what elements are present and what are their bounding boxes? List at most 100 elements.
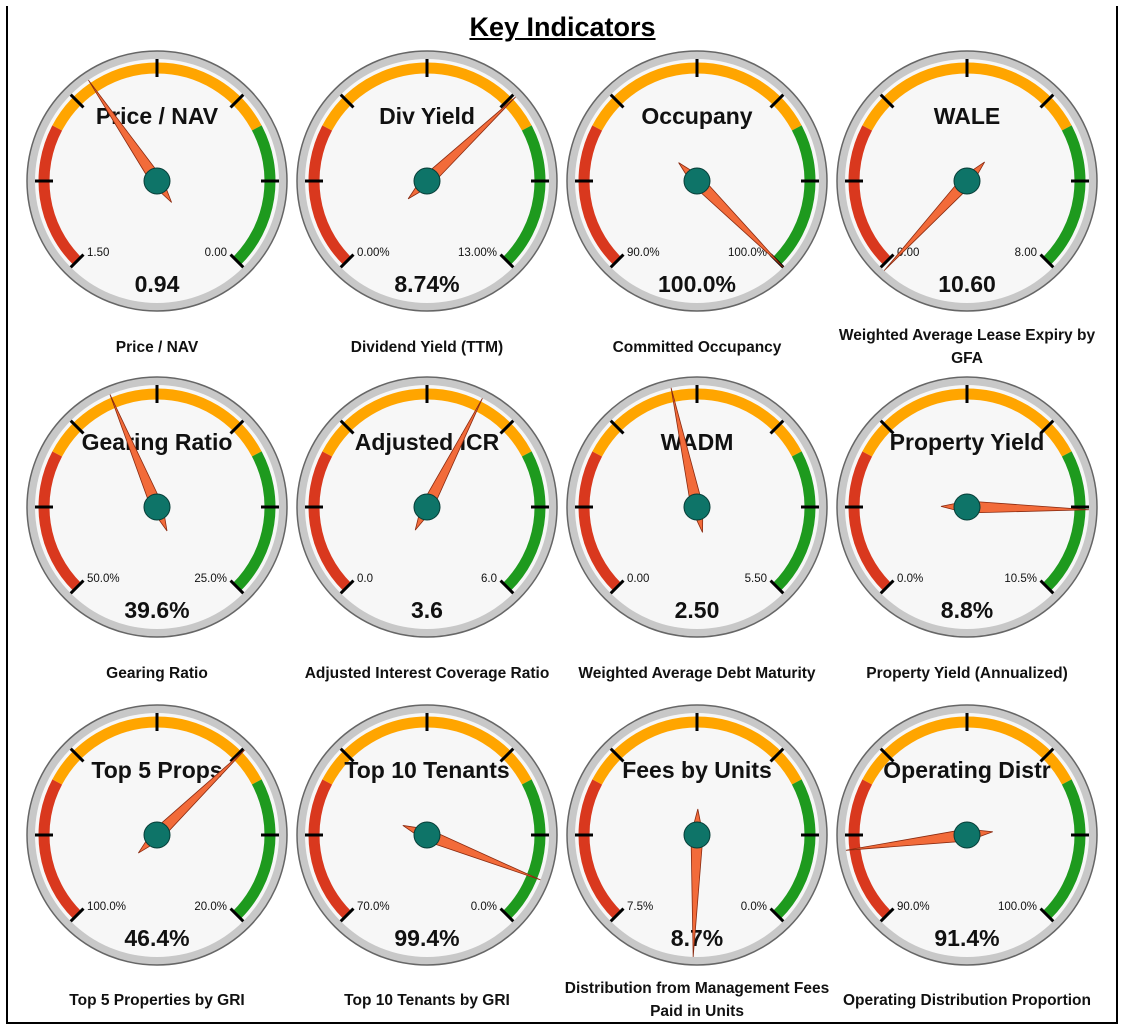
gauge-tick [879,93,895,109]
band-red [38,779,82,919]
gauge-tick [69,579,85,595]
gauge-tick [1039,419,1055,435]
gauge-min-label: 90.0% [897,901,930,913]
gauge-tick [69,419,85,435]
gauge-min-label: 0.00 [627,573,649,585]
gauge-value: 8.8% [941,597,993,623]
gauge-min-label: 90.0% [627,247,660,259]
gauge-value: 0.94 [135,271,180,297]
band-red [308,451,352,591]
band-red [578,125,622,265]
band-green [1042,125,1086,265]
gauge-tick [229,747,245,763]
gauge-tick [609,419,625,435]
gauge-max-label: 6.0 [481,573,497,585]
needle-hub [413,821,441,849]
gauge-caption: Operating Distribution Proportion [843,992,1091,1009]
gauge-tick [339,253,355,269]
gauge-tick [879,419,895,435]
gauge-tick [499,747,515,763]
gauge-tick [339,747,355,763]
band-green [502,779,546,919]
gauge-tick [609,253,625,269]
gauge-tick [229,253,245,269]
gauge-value: 8.7% [671,925,723,951]
band-green [1042,451,1086,591]
gauge-value: 3.6 [411,597,443,623]
gauge-value: 99.4% [394,925,459,951]
needle-hub [143,821,171,849]
needle-hub [683,167,711,195]
gauge-caption: Weighted Average Lease Expiry by GFA [838,327,1096,367]
gauge-tick [1039,253,1055,269]
band-red [848,125,892,265]
gauge-title: WADM [661,429,734,455]
gauge-tick [339,579,355,595]
gauge-title: Operating Distr [883,757,1050,783]
band-green [502,125,546,265]
gauge-tick [339,419,355,435]
gauge-tick [339,93,355,109]
needle-hub [413,167,441,195]
frame [6,6,1118,1024]
gauge-tick [879,253,895,269]
gauge-tick [1039,579,1055,595]
gauge-value: 46.4% [124,925,189,951]
gauge-title: Occupany [641,103,752,129]
needle-hub [953,493,981,521]
gauge-tick [769,747,785,763]
gauge-max-label: 10.5% [1004,573,1037,585]
gauge-min-label: 0.0 [357,573,373,585]
gauge-max-label: 0.0% [741,901,767,913]
gauge-value: 8.74% [394,271,459,297]
gauge-caption: Top 10 Tenants by GRI [344,992,510,1009]
gauge-tick [499,907,515,923]
gauge-tick [229,93,245,109]
gauge-value: 10.60 [938,271,996,297]
needle-hub [683,821,711,849]
gauge-title: Top 10 Tenants [344,757,509,783]
gauge-max-label: 100.0% [998,901,1037,913]
gauge-title: Fees by Units [622,757,772,783]
needle-hub [953,167,981,195]
gauge-max-label: 100.0% [728,247,767,259]
gauge-tick [769,93,785,109]
gauge-tick [1039,747,1055,763]
gauge-tick [879,747,895,763]
band-red [38,451,82,591]
gauge-max-label: 20.0% [194,901,227,913]
band-red [848,451,892,591]
band-green [232,779,276,919]
gauge-caption: Price / NAV [115,339,199,356]
gauge-tick [499,253,515,269]
band-green [772,451,816,591]
band-red [578,451,622,591]
gauge-tick [69,253,85,269]
gauge-caption: Top 5 Properties by GRI [69,992,245,1009]
gauge-tick [769,907,785,923]
gauge-caption: Distribution from Management Fees Paid i… [564,980,830,1020]
gauge-caption: Property Yield (Annualized) [866,665,1068,682]
gauge-max-label: 5.50 [745,573,767,585]
gauge-title: Gearing Ratio [82,429,233,455]
gauge-title: Top 5 Props [91,757,222,783]
gauge-tick [609,907,625,923]
gauge-title: Div Yield [379,103,475,129]
gauge-tick [229,419,245,435]
gauge-min-label: 0.00% [357,247,390,259]
gauge-tick [339,907,355,923]
gauge-tick [1039,907,1055,923]
gauge-min-label: 7.5% [627,901,653,913]
gauge-value: 100.0% [658,271,736,297]
gauge-caption: Adjusted Interest Coverage Ratio [304,665,550,682]
gauge-value: 39.6% [124,597,189,623]
band-green [232,451,276,591]
gauge-tick [769,419,785,435]
gauge-value: 91.4% [934,925,999,951]
band-green [1042,779,1086,919]
needle-hub [953,821,981,849]
band-green [232,125,276,265]
gauge-caption: Committed Occupancy [612,339,782,356]
